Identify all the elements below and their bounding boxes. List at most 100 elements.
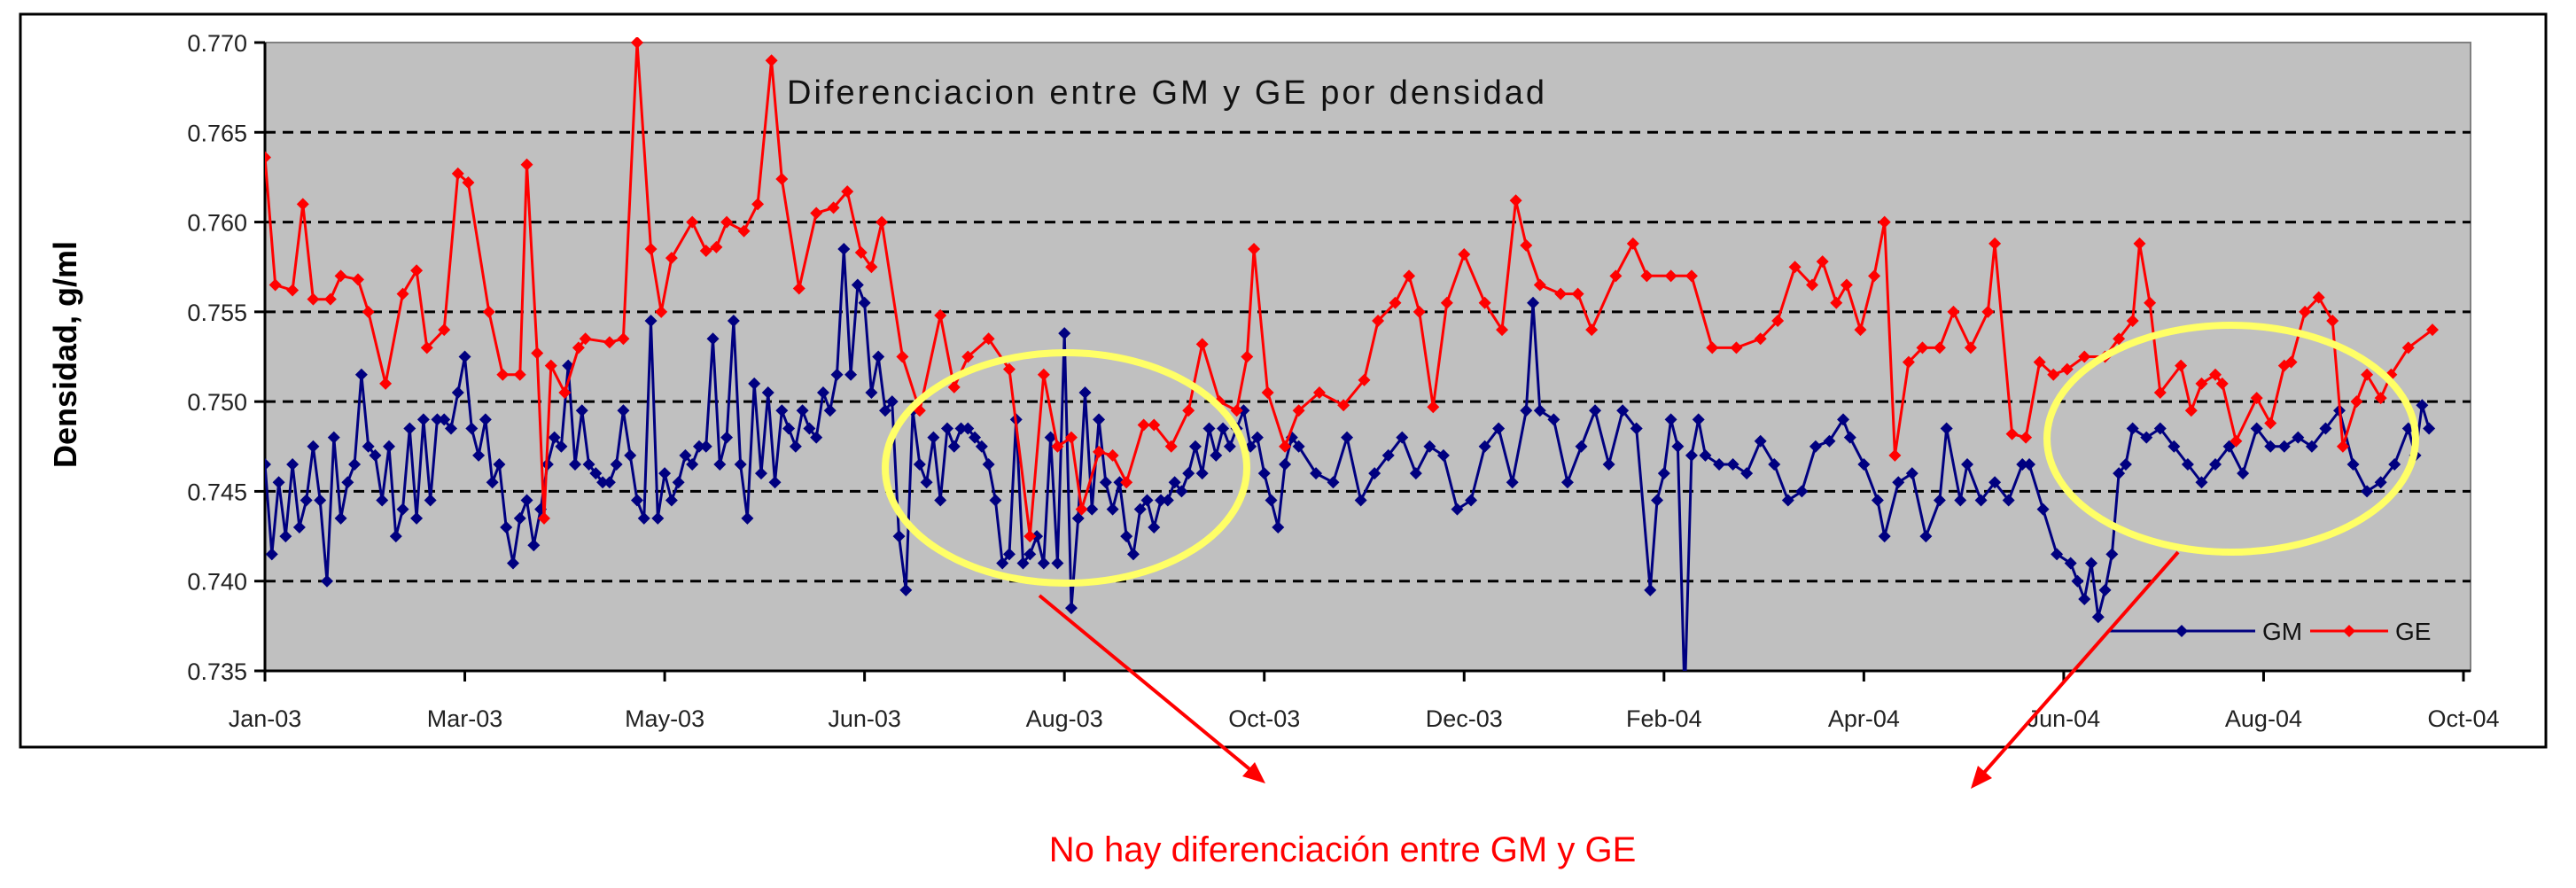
x-tick-label: May-03 — [625, 705, 704, 732]
data-point-gm — [920, 476, 933, 489]
data-point-gm — [320, 574, 333, 588]
data-point-ge — [1164, 440, 1178, 453]
data-point-ge — [558, 386, 572, 400]
data-point-ge — [827, 201, 840, 214]
data-point-ge — [1075, 502, 1088, 516]
plot-area — [264, 42, 2471, 672]
data-point-ge — [1023, 530, 1037, 543]
data-point-gm — [362, 440, 375, 453]
data-point-ge — [537, 511, 550, 525]
data-point-gm — [2091, 611, 2105, 624]
data-point-gm — [2181, 458, 2194, 471]
data-point-gm — [1396, 431, 1409, 444]
data-point-gm — [1795, 485, 1809, 498]
data-point-ge — [1051, 440, 1064, 453]
data-point-gm — [416, 413, 430, 426]
data-point-ge — [1093, 445, 1106, 458]
data-point-ge — [1585, 323, 1599, 337]
data-point-ge — [1981, 305, 1995, 318]
data-point-gm — [1657, 467, 1670, 480]
data-point-gm — [851, 278, 864, 292]
data-point-ge — [1609, 269, 1623, 283]
data-point-gm — [1341, 431, 1354, 444]
data-point-ge — [686, 215, 699, 229]
data-point-gm — [665, 494, 678, 507]
data-point-ge — [334, 269, 347, 283]
data-point-ge — [810, 206, 823, 220]
data-point-gm — [272, 476, 285, 489]
data-point-ge — [1754, 332, 1767, 346]
data-point-gm — [630, 494, 643, 507]
data-point-gm — [2085, 557, 2098, 570]
data-point-ge — [2033, 355, 2046, 369]
data-point-gm — [314, 494, 327, 507]
data-point-gm — [265, 548, 278, 561]
data-point-ge — [2284, 355, 2298, 369]
legend-ge-label: GE — [2395, 618, 2431, 645]
data-point-ge — [854, 246, 868, 260]
data-point-gm — [865, 386, 878, 400]
data-point-gm — [1823, 434, 1836, 448]
data-point-ge — [876, 215, 889, 229]
data-point-gm — [768, 476, 782, 489]
data-point-gm — [761, 386, 774, 400]
data-point-gm — [1651, 494, 1664, 507]
data-point-gm — [2113, 467, 2126, 480]
data-point-ge — [420, 341, 433, 354]
data-point-gm — [327, 431, 340, 444]
data-point-gm — [2416, 399, 2429, 412]
y-tick-label: 0.770 — [187, 30, 247, 57]
data-point-gm — [899, 583, 913, 596]
y-tick-label: 0.735 — [187, 658, 247, 685]
data-point-gm — [1071, 511, 1085, 525]
data-point-ge — [1571, 287, 1584, 300]
data-point-ge — [1964, 341, 1977, 354]
data-point-ge — [1037, 368, 1050, 381]
data-point-ge — [710, 240, 723, 253]
data-point-gm — [1933, 494, 1946, 507]
data-point-ge — [1427, 401, 1440, 414]
data-point-ge — [1002, 362, 1016, 376]
annotations: No hay diferenciación entre GM y GE — [882, 322, 2419, 869]
data-point-gm — [1713, 458, 1726, 471]
x-tick-label: Aug-04 — [2225, 705, 2302, 732]
data-point-gm — [2305, 440, 2318, 453]
data-point-gm — [1002, 548, 1016, 561]
x-tick-labels: Jan-03 Mar-03 May-03 Jun-03 Aug-03 Oct-03 Dec-… — [229, 705, 2500, 732]
data-point-gm — [1044, 431, 1057, 444]
data-point-gm — [1644, 583, 1657, 596]
data-point-ge — [2144, 296, 2157, 309]
data-point-ge — [572, 341, 585, 354]
data-point-gm — [396, 502, 409, 516]
data-point-gm — [679, 448, 692, 462]
data-point-ge — [2426, 323, 2440, 337]
data-point-ge — [362, 305, 375, 318]
data-point-gm — [1133, 502, 1147, 516]
data-point-gm — [431, 413, 444, 426]
data-point-ge — [396, 287, 409, 300]
data-point-gm — [734, 458, 747, 471]
data-point-gm — [513, 511, 526, 525]
data-point-gm — [1961, 458, 1974, 471]
data-point-gm — [354, 368, 368, 381]
data-point-ge — [1064, 431, 1078, 444]
data-point-gm — [1155, 494, 1168, 507]
data-point-gm — [1223, 440, 1236, 453]
data-point-ge — [1372, 314, 1385, 327]
data-point-gm — [2346, 458, 2360, 471]
data-point-ge — [2047, 368, 2060, 381]
data-point-ge — [438, 323, 451, 337]
data-point-ge — [2209, 368, 2222, 381]
data-point-ge — [1261, 386, 1274, 400]
data-point-gm — [520, 494, 533, 507]
data-point-ge — [286, 284, 300, 297]
data-point-gm — [1086, 502, 1099, 516]
data-point-ge — [1413, 305, 1426, 318]
data-point-ge — [1533, 278, 1546, 292]
data-point-gm — [369, 448, 382, 462]
data-point-gm — [1210, 448, 1223, 462]
data-point-gm — [1327, 476, 1340, 489]
data-point-ge — [1788, 261, 1802, 274]
y-tick-label: 0.760 — [187, 210, 247, 237]
data-point-gm — [713, 458, 727, 471]
